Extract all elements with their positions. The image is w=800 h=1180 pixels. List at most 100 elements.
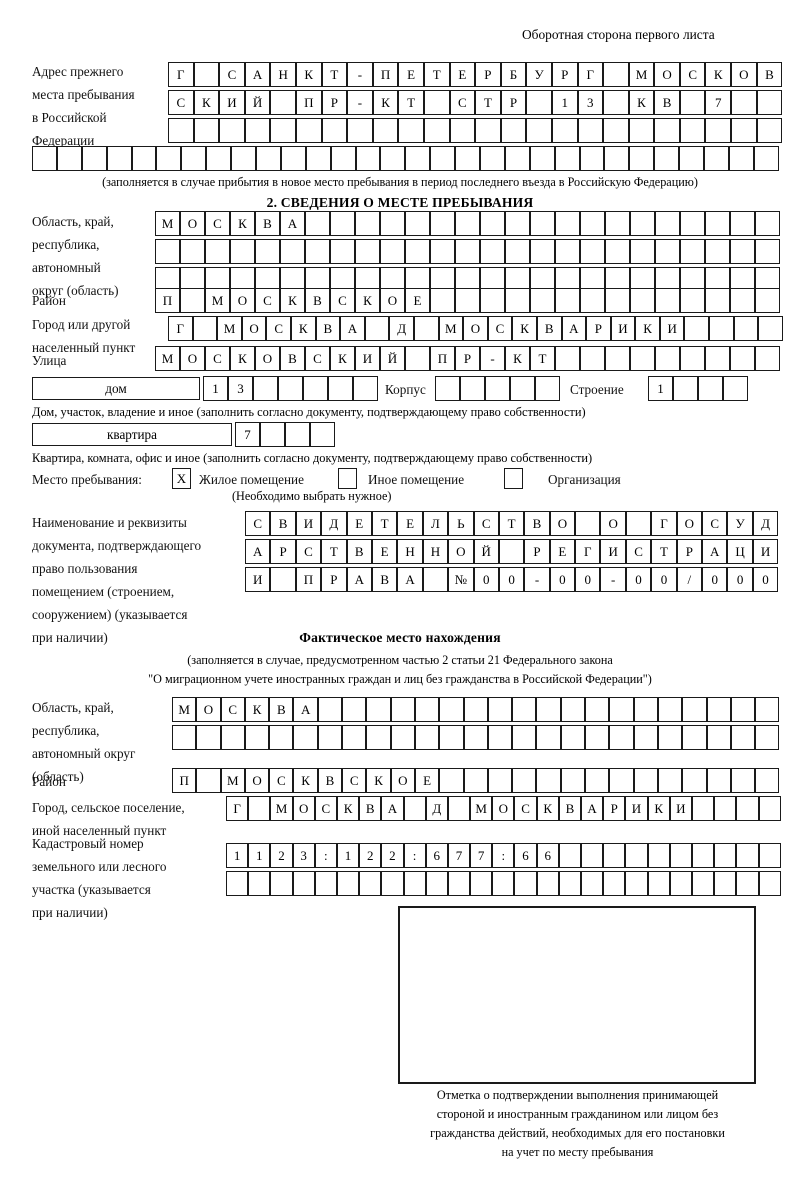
comb-cell[interactable] — [512, 768, 537, 793]
comb-cell[interactable] — [536, 697, 561, 722]
stay-type-checkbox-organization[interactable] — [504, 468, 523, 489]
comb-cell[interactable] — [455, 267, 480, 292]
comb-cell[interactable]: 7 — [447, 843, 471, 868]
comb-cell[interactable] — [56, 146, 82, 171]
comb-cell[interactable] — [530, 288, 555, 313]
comb-cell[interactable] — [505, 211, 530, 236]
comb-cell[interactable]: Г — [168, 316, 193, 341]
comb-cell[interactable]: Л — [422, 511, 449, 536]
comb-cell[interactable] — [682, 725, 707, 750]
comb-cell[interactable] — [314, 871, 337, 896]
comb-cell[interactable] — [455, 239, 480, 264]
comb-cell[interactable] — [512, 697, 537, 722]
comb-cell[interactable]: 2 — [270, 843, 293, 868]
comb-cell[interactable] — [487, 725, 513, 750]
comb-cell[interactable]: А — [346, 567, 372, 592]
comb-cell[interactable]: Г — [651, 511, 677, 536]
comb-cell[interactable]: 1 — [551, 90, 578, 115]
comb-cell[interactable]: Р — [321, 567, 347, 592]
comb-cell[interactable] — [455, 211, 480, 236]
comb-cell[interactable]: С — [245, 511, 271, 536]
comb-cell[interactable]: 3 — [228, 376, 253, 401]
comb-cell[interactable]: Е — [371, 539, 398, 564]
comb-cell[interactable] — [705, 211, 730, 236]
comb-cell[interactable] — [305, 146, 331, 171]
comb-cell[interactable]: С — [266, 316, 291, 341]
comb-cell[interactable] — [605, 346, 630, 371]
comb-cell[interactable] — [755, 346, 780, 371]
comb-cell[interactable]: С — [220, 697, 245, 722]
comb-cell[interactable] — [156, 146, 182, 171]
comb-cell[interactable] — [555, 346, 580, 371]
comb-cell[interactable] — [530, 211, 555, 236]
comb-cell[interactable] — [731, 90, 757, 115]
comb-cell[interactable]: В — [255, 211, 280, 236]
comb-cell[interactable] — [625, 871, 648, 896]
comb-cell[interactable]: - — [347, 90, 373, 115]
comb-cell[interactable]: С — [305, 346, 330, 371]
comb-cell[interactable] — [355, 146, 381, 171]
comb-cell[interactable]: Т — [398, 90, 424, 115]
comb-cell[interactable] — [755, 697, 780, 722]
comb-cell[interactable]: О — [292, 796, 315, 821]
comb-cell[interactable] — [260, 422, 285, 447]
comb-cell[interactable]: 1 — [248, 843, 271, 868]
comb-cell[interactable] — [305, 239, 330, 264]
comb-cell[interactable] — [390, 697, 415, 722]
comb-cell[interactable] — [220, 725, 245, 750]
comb-cell[interactable]: : — [403, 843, 426, 868]
comb-cell[interactable] — [603, 118, 629, 143]
comb-cell[interactable] — [560, 768, 586, 793]
comb-cell[interactable] — [193, 62, 220, 87]
comb-cell[interactable] — [380, 146, 406, 171]
comb-cell[interactable] — [355, 211, 380, 236]
comb-cell[interactable] — [292, 871, 315, 896]
actual-region-row-2[interactable] — [172, 725, 780, 750]
comb-cell[interactable]: 0 — [752, 567, 779, 592]
comb-cell[interactable] — [728, 146, 754, 171]
comb-cell[interactable]: К — [290, 316, 316, 341]
comb-cell[interactable]: М — [220, 768, 245, 793]
comb-cell[interactable] — [723, 376, 748, 401]
comb-cell[interactable] — [248, 796, 271, 821]
comb-cell[interactable] — [463, 768, 488, 793]
comb-cell[interactable] — [647, 843, 670, 868]
document-row-3[interactable]: И П Р А В А № 0 0-0 0-0 0/0 0 0 — [245, 567, 779, 592]
comb-cell[interactable] — [575, 511, 601, 536]
house-label-box[interactable]: дом — [32, 377, 200, 400]
comb-cell[interactable] — [487, 768, 513, 793]
comb-cell[interactable]: С — [168, 90, 194, 115]
comb-cell[interactable]: Н — [397, 539, 423, 564]
comb-cell[interactable] — [285, 422, 310, 447]
comb-cell[interactable] — [628, 118, 655, 143]
comb-cell[interactable]: М — [172, 697, 197, 722]
comb-cell[interactable] — [577, 118, 604, 143]
comb-cell[interactable]: 2 — [381, 843, 404, 868]
comb-cell[interactable] — [530, 239, 555, 264]
comb-cell[interactable]: О — [448, 539, 474, 564]
comb-cell[interactable]: - — [347, 62, 373, 87]
comb-cell[interactable]: К — [635, 316, 660, 341]
previous-address-row-3[interactable] — [168, 118, 783, 143]
comb-cell[interactable]: О — [731, 62, 757, 87]
comb-cell[interactable]: О — [492, 796, 515, 821]
comb-cell[interactable] — [430, 211, 455, 236]
comb-cell[interactable] — [647, 871, 670, 896]
comb-cell[interactable] — [585, 768, 610, 793]
comb-cell[interactable] — [736, 796, 759, 821]
comb-cell[interactable] — [526, 90, 552, 115]
comb-cell[interactable]: К — [355, 288, 380, 313]
comb-cell[interactable]: 6 — [514, 843, 537, 868]
comb-cell[interactable] — [480, 146, 505, 171]
comb-cell[interactable] — [413, 316, 439, 341]
comb-cell[interactable] — [398, 118, 424, 143]
comb-cell[interactable] — [736, 843, 759, 868]
comb-cell[interactable]: Р — [524, 539, 550, 564]
comb-cell[interactable] — [231, 146, 257, 171]
comb-cell[interactable] — [605, 267, 630, 292]
comb-cell[interactable]: У — [526, 62, 552, 87]
comb-cell[interactable] — [560, 725, 586, 750]
